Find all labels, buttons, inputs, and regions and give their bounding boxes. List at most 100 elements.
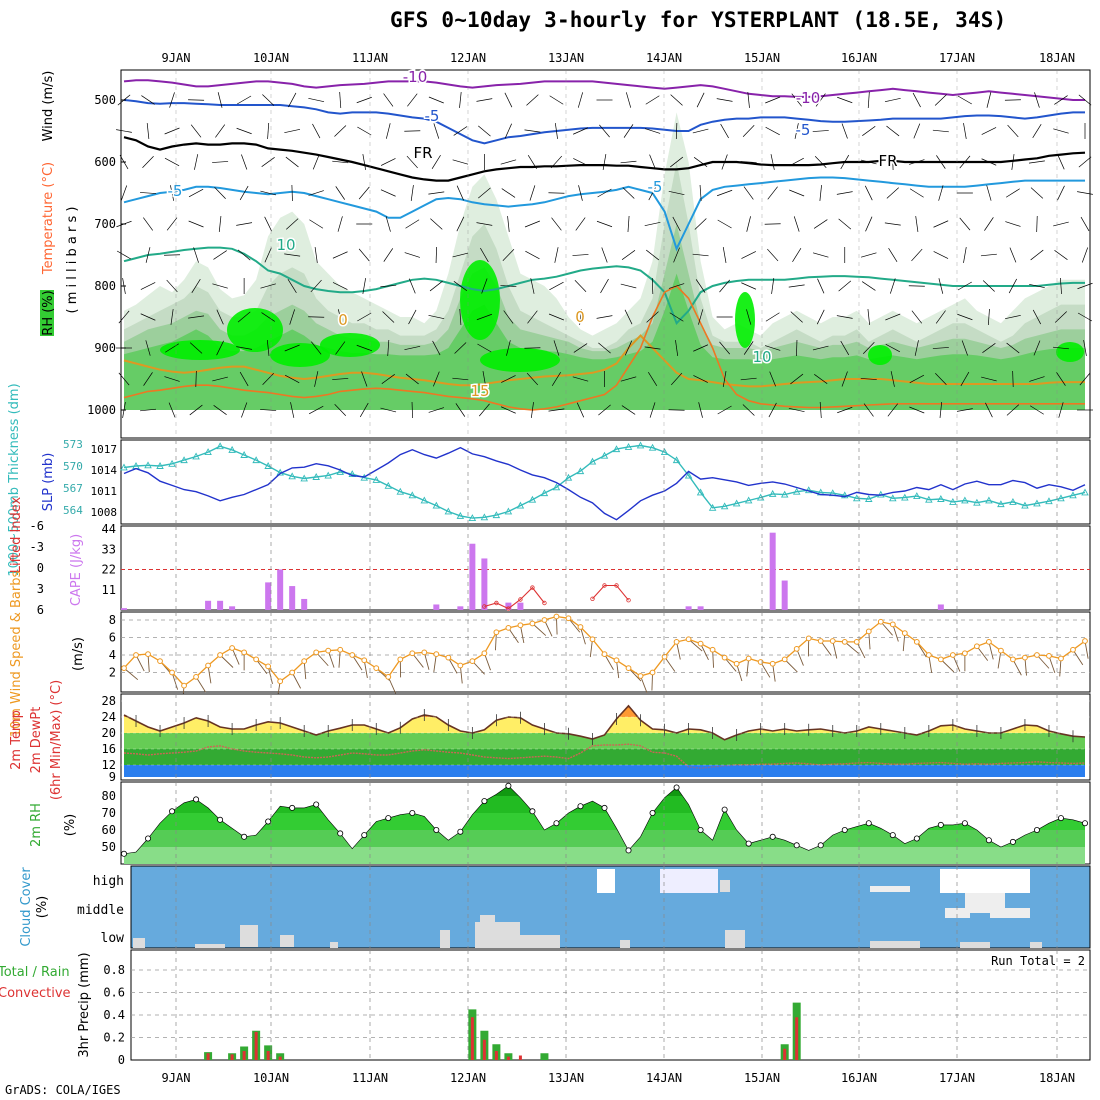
wind-barb (867, 91, 870, 109)
wind-barb (646, 311, 659, 323)
wind-barb (673, 247, 680, 263)
wind-barb (454, 342, 467, 354)
wind-speed-point (145, 651, 151, 658)
contour-label: 10 (276, 236, 295, 254)
wind-barb-10m (892, 624, 899, 642)
cape-axis-label: CAPE (J/kg) (69, 534, 84, 606)
wind-speed-point (829, 638, 836, 644)
precip-conv-bar (230, 1054, 234, 1060)
thickness-point (949, 497, 957, 505)
wind-barb (1034, 92, 1040, 108)
cape-tick: 22 (102, 563, 116, 577)
slp-line (123, 446, 1086, 521)
cloud-block (520, 935, 560, 948)
wind-barb (405, 373, 419, 385)
wind-barb (959, 155, 971, 169)
wind-barb-10m (519, 625, 525, 644)
precip-conv-bar (482, 1039, 486, 1060)
thickness-point (564, 473, 573, 481)
thickness-point (720, 502, 729, 510)
wind-barb (838, 218, 852, 230)
wind-barb (1054, 95, 1068, 105)
thickness-point (552, 483, 561, 491)
wind-axis-label: Wind (m/s) (41, 71, 56, 142)
wind-barb (627, 215, 630, 233)
lifted-index-tick: -3 (30, 540, 44, 554)
wind-barb-10m (928, 654, 933, 673)
wind-barb-10m (568, 617, 581, 633)
cape-bar (517, 602, 524, 610)
wind-barb-10m (952, 654, 961, 672)
wind-barb (526, 372, 539, 386)
day-label-top: 15JAN (744, 51, 780, 65)
wind-barb (888, 248, 898, 262)
wind-speed-point (793, 645, 800, 652)
temp-tick: 28 (102, 694, 116, 708)
wind-barb (743, 186, 754, 200)
rh-tick: 80 (102, 789, 116, 803)
rh-peak-area (868, 345, 892, 365)
wind-barb (218, 216, 222, 232)
wind-barb (672, 216, 681, 232)
wind-barb-10m (1072, 649, 1084, 666)
wind-barb (1030, 249, 1044, 261)
wind-barb-10m (1084, 640, 1089, 659)
rh-point (337, 830, 344, 837)
wind-barb (957, 313, 973, 321)
thickness-point (156, 462, 164, 469)
wind-barb (288, 92, 297, 108)
wind-barb (814, 374, 828, 384)
contour-label: -5 (648, 178, 663, 196)
thickness-point (780, 490, 789, 498)
lifted-index-point (506, 606, 511, 611)
wind-barb (188, 220, 204, 228)
day-label-bottom: 18JAN (1039, 1071, 1075, 1085)
wind-barb-10m (447, 657, 458, 674)
wind-barb (719, 279, 731, 293)
wind-barb (1030, 187, 1044, 199)
thickness-point (840, 491, 849, 499)
lifted-index-tick: 6 (37, 603, 44, 617)
precip-conv-bar (278, 1056, 282, 1060)
slp-panel (120, 439, 1091, 525)
wind-barb (981, 158, 997, 166)
wind-barb-10m (459, 665, 463, 684)
rh-point (865, 820, 872, 827)
wind-barb (406, 155, 418, 169)
wind-barb (648, 185, 657, 201)
temp-band (124, 749, 1085, 765)
wind-barb (1032, 124, 1042, 138)
wind-barb (644, 346, 661, 350)
thickness-point (696, 488, 705, 496)
wind-barb (408, 278, 416, 294)
wind-barb (889, 278, 896, 294)
thickness-point (216, 442, 224, 450)
cloud-units-label: (%) (35, 896, 50, 919)
precip-conv-bar (254, 1031, 258, 1060)
cloud-block (280, 935, 294, 947)
cape-bar (505, 602, 512, 610)
wind-barb (164, 376, 180, 382)
wind-barb (939, 402, 943, 418)
lifted-index-tick: 3 (37, 582, 44, 596)
thickness-point (192, 452, 200, 460)
isotherm-minus5-upper (123, 99, 1085, 145)
wind-barb (524, 347, 541, 349)
thickness-point (648, 443, 657, 451)
wind-barb (188, 99, 205, 101)
wind-units-label: (m/s) (71, 637, 86, 671)
wind-barb-10m (147, 654, 150, 673)
precip-conv-bar (470, 1017, 474, 1060)
wind-barb (1057, 185, 1065, 201)
wind-speed-point (253, 656, 260, 663)
thickness-point (636, 441, 645, 449)
wind-barb (770, 154, 775, 170)
cape-bar (457, 606, 464, 610)
cape-bar (433, 604, 440, 610)
wind-barb-10m (589, 639, 593, 658)
isotherm-minus10 (123, 79, 1085, 101)
thickness-point (973, 498, 981, 506)
wind-barb (1005, 221, 1021, 227)
lifted-index-point (482, 604, 487, 609)
wind-barb (143, 372, 153, 386)
